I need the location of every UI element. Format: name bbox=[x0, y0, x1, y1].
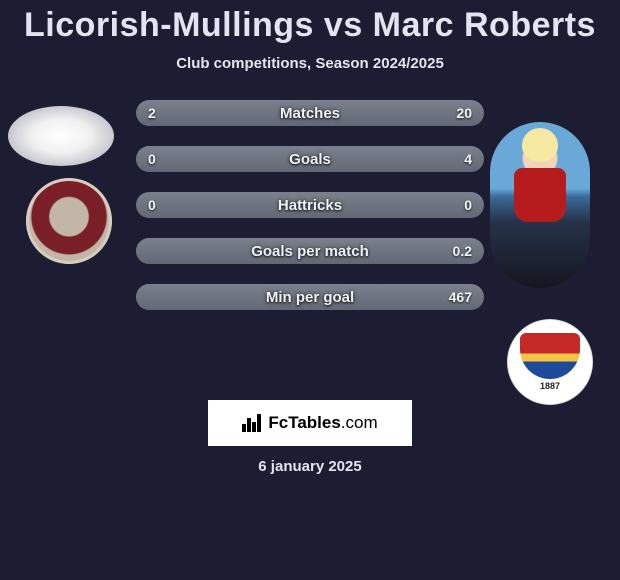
date-label: 6 january 2025 bbox=[0, 458, 620, 475]
subtitle: Club competitions, Season 2024/2025 bbox=[0, 55, 620, 72]
club-right-crest: 1887 bbox=[508, 320, 592, 404]
stat-label: Goals per match bbox=[136, 243, 484, 260]
branding-domain: .com bbox=[341, 413, 378, 432]
stat-row: Min per goal467 bbox=[136, 284, 484, 310]
stat-label: Hattricks bbox=[136, 197, 484, 214]
stat-label: Min per goal bbox=[136, 289, 484, 306]
stat-value-left: 0 bbox=[148, 151, 156, 167]
branding-badge: FcTables.com bbox=[208, 400, 412, 446]
stat-row: Hattricks0 0 bbox=[136, 192, 484, 218]
stat-value-left: 2 bbox=[148, 105, 156, 121]
branding-name: FcTables bbox=[268, 413, 340, 432]
branding-text: FcTables.com bbox=[268, 413, 377, 433]
stat-value-right: 20 bbox=[456, 105, 472, 121]
stat-row: Matches2 20 bbox=[136, 100, 484, 126]
stat-row: Goals0 4 bbox=[136, 146, 484, 172]
stat-label: Matches bbox=[136, 105, 484, 122]
stat-label: Goals bbox=[136, 151, 484, 168]
stat-value-right: 467 bbox=[449, 289, 472, 305]
club-right-crest-shield bbox=[520, 333, 580, 379]
stat-value-right: 0 bbox=[464, 197, 472, 213]
stat-value-right: 4 bbox=[464, 151, 472, 167]
stat-value-right: 0.2 bbox=[453, 243, 472, 259]
comparison-bars: Matches220Goals04Hattricks00Goals per ma… bbox=[136, 96, 484, 310]
page-title: Licorish-Mullings vs Marc Roberts bbox=[0, 0, 620, 45]
bar-chart-icon bbox=[242, 414, 262, 432]
stat-row: Goals per match0.2 bbox=[136, 238, 484, 264]
stat-value-left: 0 bbox=[148, 197, 156, 213]
club-right-crest-year: 1887 bbox=[540, 381, 560, 391]
